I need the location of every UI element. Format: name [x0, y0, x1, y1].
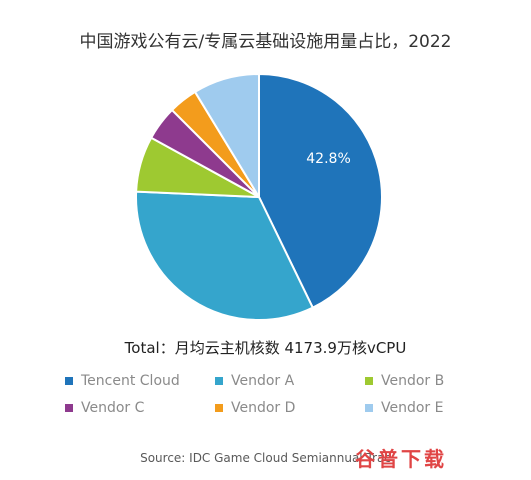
watermark-logo: 谷普下载: [355, 447, 447, 471]
legend-item-vendor-c: Vendor C: [65, 400, 144, 416]
legend-item-vendor-d: Vendor D: [215, 400, 295, 416]
legend-label: Vendor E: [381, 400, 444, 416]
chart-subtitle: Total：月均云主机核数 4173.9万核vCPU: [124, 339, 407, 357]
pie-slice-tencent-cloud: [258, 72, 383, 309]
legend-item-tencent-cloud: Tencent Cloud: [65, 373, 180, 389]
chart-title: 中国游戏公有云/专属云基础设施用量占比，2022: [79, 32, 452, 52]
legend-item-vendor-e: Vendor E: [365, 400, 443, 416]
pie-chart: 42.8%: [135, 72, 383, 321]
data-label-tencent-cloud: 42.8%: [306, 151, 350, 167]
legend-label: Tencent Cloud: [81, 373, 180, 389]
pie-slice-vendor-e: [193, 72, 260, 201]
legend-swatch: [365, 377, 373, 385]
legend-item-vendor-a: Vendor A: [215, 373, 294, 389]
legend-label: Vendor D: [231, 400, 296, 416]
legend-swatch: [365, 404, 373, 412]
legend-label: Vendor B: [381, 373, 445, 389]
source-note: Source: IDC Game Cloud Semiannual Trac: [140, 451, 391, 465]
legend-label: Vendor C: [81, 400, 145, 416]
legend-swatch: [65, 377, 73, 385]
legend-item-vendor-b: Vendor B: [365, 373, 444, 389]
chart-legend: Tencent Cloud Vendor A Vendor B Vendor C Ven…: [0, 373, 531, 433]
legend-swatch: [65, 404, 73, 412]
legend-swatch: [215, 404, 223, 412]
legend-label: Vendor A: [231, 373, 295, 389]
legend-swatch: [215, 377, 223, 385]
pie-slice-vendor-a: [135, 190, 315, 321]
